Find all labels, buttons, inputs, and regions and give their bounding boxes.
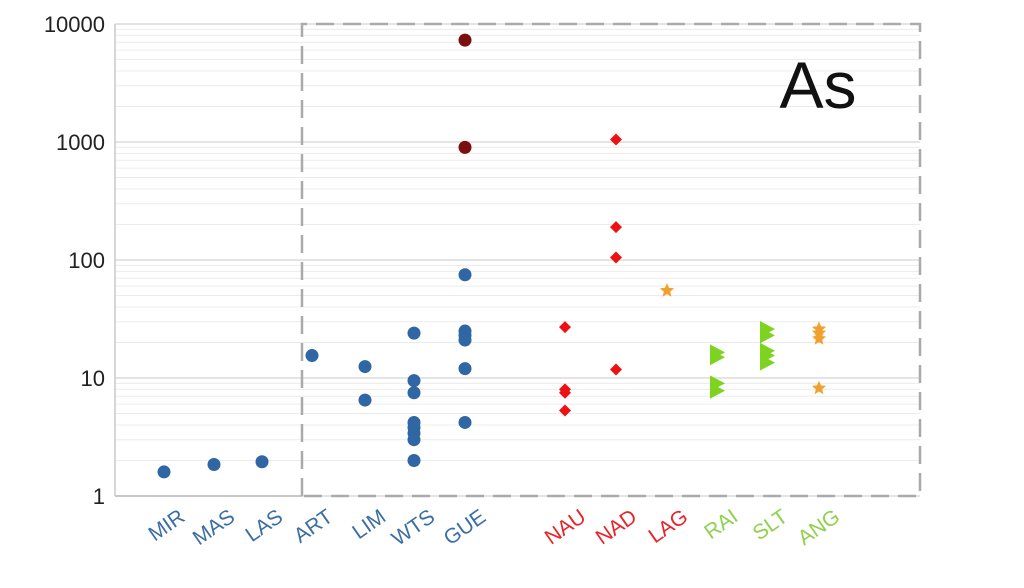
data-point-wts: [407, 386, 421, 400]
x-category-label-nau: NAU: [541, 505, 591, 549]
data-point-nau: [559, 404, 571, 417]
x-category-label-lim: LIM: [348, 505, 390, 544]
data-point-nau: [559, 386, 571, 399]
plot-frame: [114, 22, 922, 498]
data-point-gue: [458, 140, 472, 154]
data-point-nad: [610, 221, 622, 234]
data-point-lim: [358, 360, 372, 374]
y-tick-label: 10000: [44, 12, 105, 37]
x-category-label-slt: SLT: [749, 505, 793, 545]
x-category-label-las: LAS: [241, 505, 287, 547]
x-category-label-nad: NAD: [592, 505, 642, 549]
data-point-nad: [610, 133, 622, 146]
data-point-wts: [407, 374, 421, 388]
data-point-slt: [760, 327, 775, 344]
data-point-gue: [458, 33, 472, 47]
x-category-label-mas: MAS: [189, 505, 239, 550]
data-point-mir: [157, 465, 171, 479]
x-category-label-gue: GUE: [440, 505, 490, 550]
data-point-art: [305, 349, 319, 363]
x-category-label-wts: WTS: [388, 505, 439, 551]
x-category-label-mir: MIR: [144, 505, 189, 546]
y-tick-label: 1: [93, 484, 105, 509]
y-tick-label: 100: [68, 248, 105, 273]
data-points: [157, 33, 827, 479]
data-point-ang: [811, 380, 827, 395]
data-point-gue: [458, 415, 472, 429]
data-point-nad: [610, 251, 622, 264]
data-point-ang: [811, 331, 827, 345]
data-point-mas: [207, 457, 221, 471]
y-tick-label: 1000: [56, 130, 105, 155]
x-category-label-ang: ANG: [794, 505, 844, 550]
x-category-label-rai: RAI: [700, 505, 742, 544]
data-point-gue: [458, 268, 472, 282]
data-point-gue: [458, 362, 472, 376]
element-annotation: As: [779, 48, 856, 122]
data-point-lim: [358, 393, 372, 407]
grid-lines: [115, 23, 920, 497]
data-point-wts: [407, 453, 421, 467]
dashed-region-box: [300, 22, 922, 498]
data-point-rai: [710, 349, 725, 366]
y-tick-label: 10: [81, 366, 105, 391]
data-point-gue: [458, 333, 472, 347]
y-axis-ticks: 1 10 100 1000 10000: [44, 12, 105, 509]
x-category-label-lag: LAG: [645, 505, 693, 548]
data-point-lag: [659, 283, 675, 297]
data-point-nad: [610, 363, 622, 376]
data-point-slt: [760, 354, 775, 371]
data-point-las: [255, 455, 269, 469]
data-point-wts: [407, 326, 421, 340]
x-category-label-art: ART: [290, 505, 337, 548]
data-point-rai: [710, 382, 725, 399]
data-point-wts: [407, 433, 421, 447]
data-point-nau: [559, 321, 571, 334]
